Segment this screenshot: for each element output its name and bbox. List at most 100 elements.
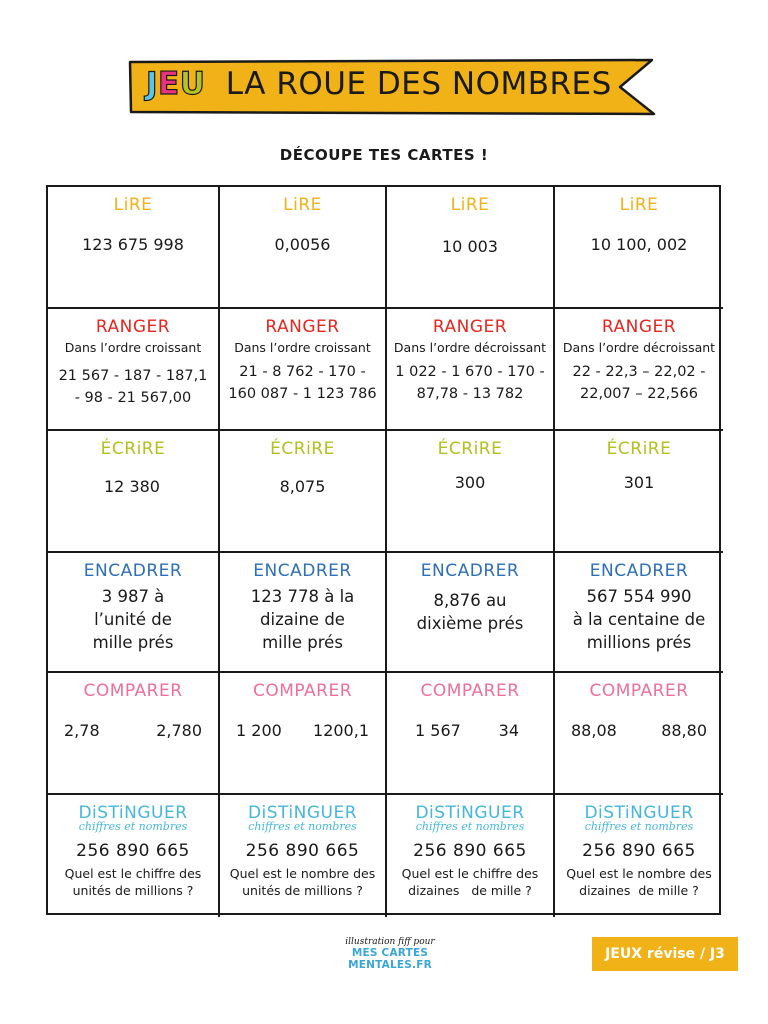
card-instruction: Dans l’ordre décroissant — [562, 340, 716, 355]
card-question: Quel est le chiffre des dizaines de mille… — [387, 865, 553, 899]
card-title: RANGER — [432, 317, 508, 337]
card-value: 12 380 — [104, 477, 160, 496]
card-number: 256 890 665 — [76, 841, 190, 861]
card-ranger-4: RANGER Dans l’ordre décroissant 22 - 22,3 … — [555, 309, 723, 431]
card-lire-3: LiRE 10 003 — [387, 187, 555, 309]
card-encadrer-4: ENCADRER 567 554 990 à la centaine de milli… — [555, 553, 723, 673]
value-line: dixième prés — [416, 614, 524, 633]
card-title: RANGER — [601, 317, 677, 337]
value-b: 88,80 — [661, 721, 707, 740]
value-a: 1 567 — [415, 721, 461, 740]
value-line: à la centaine de — [572, 610, 706, 629]
card-grid: LiRE 123 675 998 LiRE 0,0056 LiRE 10 003 Li… — [46, 185, 723, 917]
card-title: COMPARER — [252, 681, 353, 701]
card-value: 22 - 22,3 – 22,02 - 22,007 – 22,566 — [555, 361, 723, 405]
jeu-letter-u: U — [179, 65, 206, 102]
value-b: 34 — [498, 721, 519, 740]
value-line: 22 - 22,3 – 22,02 - — [572, 364, 706, 380]
series-badge: JEUX révise / J3 — [592, 937, 738, 971]
card-value: 10 003 — [442, 237, 498, 256]
comparison-pair: 1 567 34 — [387, 721, 553, 740]
value-a: 1 200 — [236, 721, 282, 740]
card-title: COMPARER — [420, 681, 520, 701]
card-title: ÉCRiRE — [437, 439, 503, 459]
card-title: COMPARER — [589, 681, 689, 701]
game-title: LA ROUE DES NOMBRES — [225, 66, 612, 102]
card-value: 300 — [454, 473, 486, 492]
card-question: Quel est le nombre des unités de millions… — [220, 865, 385, 899]
question-line: Quel est le chiffre des — [401, 866, 539, 881]
card-title: LiRE — [450, 195, 490, 215]
question-line: Quel est le chiffre des — [64, 866, 202, 881]
value-line: 22,007 – 22,566 — [580, 386, 698, 402]
card-instruction: Dans l’ordre croissant — [234, 340, 371, 355]
value-line: 87,78 - 13 782 — [416, 386, 524, 402]
card-title: LiRE — [113, 195, 153, 215]
card-tagline: chiffres et nombres — [584, 820, 694, 833]
value-line: 8,876 au — [433, 591, 507, 610]
card-ecrire-1: ÉCRiRE 12 380 — [48, 431, 220, 553]
card-question: Quel est le chiffre des unités de million… — [48, 865, 218, 899]
card-title: ENCADRER — [83, 561, 183, 581]
card-title: ÉCRiRE — [270, 439, 335, 459]
card-lire-4: LiRE 10 100, 002 — [555, 187, 723, 309]
card-ecrire-2: ÉCRiRE 8,075 — [220, 431, 387, 553]
card-title: LiRE — [283, 195, 322, 215]
card-ranger-2: RANGER Dans l’ordre croissant 21 - 8 762 -… — [220, 309, 387, 431]
card-distinguer-4: DiSTiNGUER chiffres et nombres 256 890 665… — [555, 795, 723, 917]
card-value: 301 — [623, 473, 655, 492]
card-ecrire-4: ÉCRiRE 301 — [555, 431, 723, 553]
card-distinguer-2: DiSTiNGUER chiffres et nombres 256 890 665… — [220, 795, 387, 917]
title-banner: JEU LA ROUE DES NOMBRES — [128, 58, 656, 116]
card-title: LiRE — [619, 195, 659, 215]
value-line: 160 087 - 1 123 786 — [228, 386, 377, 402]
site-link[interactable]: MES CARTES MENTALES.FR — [348, 947, 432, 971]
comparison-pair: 2,78 2,780 — [48, 721, 218, 740]
illustration-credit: illustration fiff pour — [345, 937, 435, 947]
value-line: mille prés — [92, 633, 174, 652]
card-comparer-1: COMPARER 2,78 2,780 — [48, 673, 220, 795]
card-value: 123 778 à la dizaine de mille prés — [220, 585, 385, 654]
card-distinguer-1: DiSTiNGUER chiffres et nombres 256 890 665… — [48, 795, 220, 917]
card-instruction: Dans l’ordre croissant — [64, 340, 202, 355]
card-instruction: Dans l’ordre décroissant — [393, 340, 547, 355]
value-a: 88,08 — [571, 721, 617, 740]
card-value: 0,0056 — [274, 235, 331, 254]
value-b: 1200,1 — [313, 721, 369, 740]
footer-credit: illustration fiff pour MES CARTES MENTAL… — [310, 937, 470, 971]
jeu-letter-e: E — [157, 65, 180, 102]
card-title: DiSTiNGUER — [584, 803, 694, 823]
card-lire-2: LiRE 0,0056 — [220, 187, 387, 309]
question-line: dizaines de mille ? — [579, 883, 699, 898]
question-line: dizaines de mille ? — [408, 883, 532, 898]
card-encadrer-1: ENCADRER 3 987 à l’unité de mille prés — [48, 553, 220, 673]
comparison-pair: 88,08 88,80 — [555, 721, 723, 740]
card-tagline: chiffres et nombres — [415, 820, 525, 833]
value-line: 3 987 à — [101, 587, 165, 606]
card-distinguer-3: DiSTiNGUER chiffres et nombres 256 890 665… — [387, 795, 555, 917]
card-value: 21 - 8 762 - 170 - 160 087 - 1 123 786 — [220, 361, 385, 405]
question-line: unités de millions ? — [242, 883, 363, 898]
card-number: 256 890 665 — [413, 841, 527, 861]
question-line: unités de millions ? — [72, 883, 194, 898]
question-line: Quel est le nombre des — [566, 866, 712, 881]
value-line: 21 - 8 762 - 170 - — [239, 364, 366, 380]
value-line: 567 554 990 — [586, 587, 692, 606]
card-value: 10 100, 002 — [590, 235, 688, 254]
card-comparer-2: COMPARER 1 200 1200,1 — [220, 673, 387, 795]
comparison-pair: 1 200 1200,1 — [220, 721, 385, 740]
card-title: DiSTiNGUER — [247, 803, 358, 823]
value-line: 1 022 - 1 670 - 170 - — [395, 364, 545, 380]
card-number: 256 890 665 — [582, 841, 696, 861]
card-value: 3 987 à l’unité de mille prés — [48, 585, 218, 654]
value-line: 123 778 à la — [250, 587, 355, 606]
card-comparer-4: COMPARER 88,08 88,80 — [555, 673, 723, 795]
card-question: Quel est le nombre des dizaines de mille … — [555, 865, 723, 899]
value-line: 21 567 - 187 - 187,1 — [58, 368, 208, 384]
card-number: 256 890 665 — [245, 841, 360, 861]
card-value: 1 022 - 1 670 - 170 - 87,78 - 13 782 — [387, 361, 553, 405]
card-value: 21 567 - 187 - 187,1 - 98 - 21 567,00 — [48, 365, 218, 409]
value-a: 2,78 — [64, 721, 100, 740]
card-title: COMPARER — [83, 681, 183, 701]
card-tagline: chiffres et nombres — [78, 820, 188, 833]
